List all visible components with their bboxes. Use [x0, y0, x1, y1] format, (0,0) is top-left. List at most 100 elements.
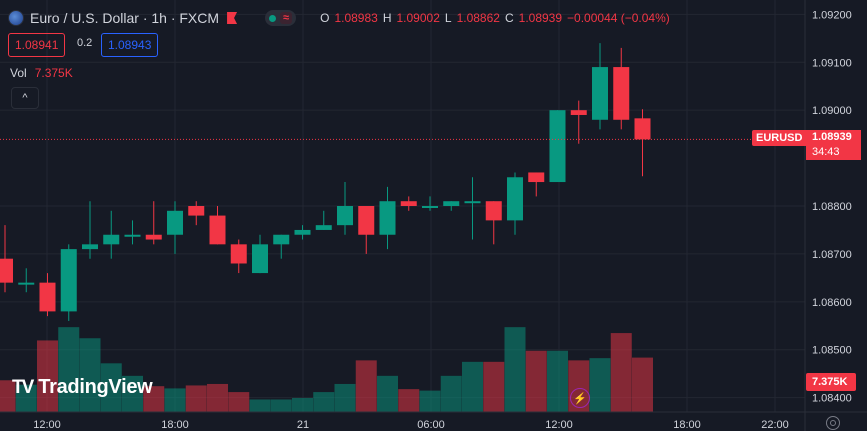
- buy-button[interactable]: 1.08943: [101, 33, 159, 57]
- price-tick-label: 1.08700: [812, 249, 852, 261]
- price-tick-label: 1.08500: [812, 345, 852, 357]
- symbol-title[interactable]: Euro / U.S. Dollar · 1h · FXCM: [30, 10, 220, 26]
- candle-body: [124, 234, 141, 237]
- candle-body: [507, 177, 523, 221]
- volume-bar: [143, 386, 165, 412]
- tradingview-logo-mark: TV: [12, 376, 34, 398]
- open-value: 1.08983: [334, 11, 378, 25]
- volume-bar: [547, 350, 568, 412]
- candle-body: [422, 206, 438, 208]
- candle-body: [549, 110, 566, 183]
- tradingview-logo[interactable]: TV TradingView: [12, 376, 153, 399]
- volume-bar: [504, 327, 526, 412]
- volume-bar: [632, 357, 653, 412]
- volume-bar: [37, 340, 58, 412]
- volume-bar: [185, 385, 207, 412]
- candle-body: [230, 244, 247, 264]
- bar-countdown: 34:43: [812, 146, 840, 158]
- tradingview-logo-text: TradingView: [38, 376, 153, 398]
- candle-body: [528, 172, 545, 183]
- ohlc-values: O 1.08983 H 1.09002 L 1.08862 C 1.08939 −0.0…: [320, 11, 670, 25]
- collapse-legend-button[interactable]: ^: [11, 87, 39, 109]
- candle-body: [570, 110, 587, 115]
- candle-body: [209, 215, 226, 245]
- time-tick-label: 06:00: [417, 419, 445, 431]
- chevron-up-icon: ^: [22, 92, 28, 104]
- volume-bar: [355, 360, 377, 412]
- bookmark-icon[interactable]: [227, 12, 238, 24]
- candle-body: [592, 67, 608, 120]
- volume-bar: [58, 327, 80, 412]
- gear-icon[interactable]: [826, 416, 840, 430]
- volume-bar: [462, 361, 483, 412]
- candle-body: [273, 234, 290, 245]
- candlesticks: [0, 43, 651, 321]
- price-tick-label: 1.08600: [812, 297, 852, 309]
- volume-bar: [377, 375, 398, 412]
- high-label: H: [382, 11, 392, 25]
- spread-value: 0.2: [77, 37, 93, 49]
- low-label: L: [444, 11, 452, 25]
- candle-body: [613, 67, 630, 120]
- candle-body: [82, 244, 98, 250]
- volume-bar: [610, 333, 632, 412]
- price-axis[interactable]: 1.09200 1.09100 1.09000 1.08800 1.08700 1.086…: [812, 9, 852, 404]
- volume-bars: [0, 327, 653, 412]
- candle-body: [358, 206, 375, 235]
- close-label: C: [504, 11, 514, 25]
- volume-bar: [419, 390, 441, 412]
- candle-body: [485, 201, 502, 221]
- volume-bar: [100, 363, 122, 412]
- time-tick-label: 12:00: [33, 419, 61, 431]
- candle-body: [464, 201, 481, 204]
- candle-body: [400, 201, 417, 206]
- candle-body: [315, 225, 332, 230]
- volume-bar: [334, 383, 356, 412]
- volume-axis-label: 7.375K: [806, 373, 856, 391]
- volume-bar: [270, 399, 292, 412]
- market-status-pill[interactable]: ≈: [265, 10, 297, 26]
- volume-value: 7.375K: [34, 66, 73, 80]
- candle-body: [39, 282, 56, 312]
- price-tick-label: 1.09000: [812, 105, 852, 117]
- volume-bar: [398, 389, 420, 412]
- candle-body: [167, 210, 183, 235]
- price-tick-label: 1.09100: [812, 57, 852, 69]
- volume-bar: [440, 375, 462, 412]
- candle-body: [188, 206, 205, 216]
- time-tick-label: 12:00: [545, 419, 573, 431]
- candle-body: [0, 258, 13, 283]
- open-label: O: [320, 11, 330, 25]
- price-tick-label: 1.08400: [812, 393, 852, 405]
- candle-body: [443, 201, 460, 206]
- eurusd-flag-icon: [8, 10, 24, 26]
- time-axis[interactable]: 12:00 18:00 21 06:00 12:00 18:00 22:00: [33, 419, 789, 431]
- volume-bar: [589, 358, 611, 412]
- volume-bar: [228, 392, 250, 412]
- volume-bar: [525, 350, 547, 412]
- symbol-price-label: EURUSD: [752, 130, 807, 146]
- candle-body: [60, 249, 77, 312]
- time-tick-label: 18:00: [161, 419, 189, 431]
- time-tick-label: 22:00: [761, 419, 789, 431]
- volume-bar: [164, 388, 186, 412]
- sell-button[interactable]: 1.08941: [8, 33, 66, 57]
- low-value: 1.08862: [456, 11, 500, 25]
- last-price-value: 1.08939: [812, 131, 852, 143]
- volume-bar: [15, 384, 37, 412]
- time-tick-label: 18:00: [673, 419, 701, 431]
- volume-bar: [122, 375, 143, 412]
- volume-bar: [0, 380, 16, 412]
- candle-body: [103, 234, 120, 245]
- candle-body: [145, 234, 162, 240]
- volume-label: Vol: [10, 66, 27, 80]
- time-tick-label: 21: [297, 419, 309, 431]
- volume-bar: [292, 397, 313, 412]
- volume-legend: Vol 7.375K: [10, 66, 73, 80]
- volume-bar: [207, 383, 228, 412]
- candle-body: [252, 244, 268, 274]
- flash-icon[interactable]: ⚡: [570, 388, 590, 408]
- eq-icon: ≈: [280, 12, 293, 24]
- volume-bar: [249, 399, 271, 412]
